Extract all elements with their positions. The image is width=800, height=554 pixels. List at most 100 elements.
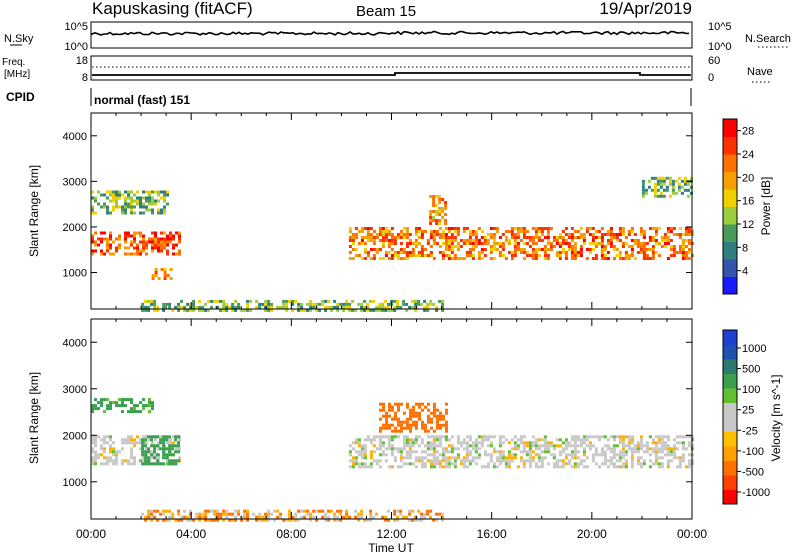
heatmap-cell — [651, 450, 655, 454]
heatmap-cell — [510, 254, 514, 257]
heatmap-cell — [636, 456, 640, 460]
heatmap-cell — [162, 447, 166, 451]
heatmap-cell — [582, 453, 586, 457]
heatmap-cell — [665, 188, 669, 192]
heatmap-cell — [372, 438, 376, 442]
heatmap-cell — [393, 239, 397, 242]
heatmap-cell — [213, 509, 217, 513]
heatmap-cell — [417, 230, 421, 233]
heatmap-cell — [453, 227, 457, 230]
heatmap-cell — [94, 444, 97, 448]
heatmap-cell — [198, 308, 202, 312]
heatmap-cell — [127, 398, 130, 402]
heatmap-cell — [139, 211, 142, 215]
heatmap-cell — [615, 254, 619, 257]
heatmap-cell — [686, 182, 690, 186]
heatmap-cell — [633, 447, 637, 451]
heatmap-cell — [585, 257, 589, 260]
heatmap-cell — [579, 444, 583, 448]
colorbar-frame — [722, 329, 738, 505]
heatmap-cell — [168, 450, 172, 454]
heatmap-cell — [636, 450, 640, 454]
heatmap-cell — [648, 453, 652, 457]
heatmap-cell — [669, 227, 673, 230]
heatmap-cell — [396, 515, 400, 519]
heatmap-cell — [162, 462, 166, 466]
heatmap-cell — [411, 518, 415, 522]
heatmap-cell — [660, 435, 664, 439]
heatmap-cell — [435, 222, 439, 225]
heatmap-cell — [543, 245, 547, 248]
heatmap-cell — [438, 459, 442, 463]
heatmap-cell — [360, 239, 364, 242]
heatmap-cell — [246, 302, 250, 306]
heatmap-cell — [300, 302, 304, 306]
heatmap-cell — [160, 190, 163, 194]
heatmap-cell — [546, 227, 550, 230]
heatmap-cell — [363, 456, 367, 460]
heatmap-cell — [540, 456, 544, 460]
heatmap-cell — [489, 459, 493, 463]
heatmap-cell — [546, 254, 550, 257]
heatmap-cell — [348, 230, 352, 233]
heatmap-cell — [390, 444, 394, 448]
heatmap-cell — [579, 459, 583, 463]
heatmap-cell — [594, 236, 598, 239]
heatmap-cell — [486, 242, 490, 245]
heatmap-cell — [429, 216, 433, 219]
heatmap-cell — [366, 236, 370, 239]
heatmap-cell — [528, 236, 532, 239]
heatmap-cell — [124, 237, 127, 241]
heatmap-cell — [363, 444, 367, 448]
heatmap-cell — [621, 242, 625, 245]
heatmap-cell — [537, 230, 541, 233]
heatmap-cell — [342, 305, 346, 309]
heatmap-cell — [348, 302, 352, 306]
heatmap-cell — [570, 236, 574, 239]
heatmap-cell — [396, 257, 400, 260]
heatmap-cell — [591, 257, 595, 260]
heatmap-cell — [498, 242, 502, 245]
heatmap-cell — [390, 254, 394, 257]
heatmap-cell — [406, 426, 409, 430]
heatmap-cell — [396, 299, 400, 303]
heatmap-cell — [630, 450, 634, 454]
heatmap-cell — [171, 444, 175, 448]
heatmap-cell — [684, 251, 688, 254]
heatmap-cell — [654, 435, 658, 439]
heatmap-cell — [130, 199, 133, 203]
heatmap-cell — [486, 239, 490, 242]
heatmap-cell — [408, 254, 412, 257]
heatmap-cell — [510, 230, 514, 233]
heatmap-cell — [124, 190, 127, 194]
heatmap-cell — [648, 239, 652, 242]
heatmap-cell — [439, 423, 442, 427]
heatmap-cell — [183, 515, 187, 519]
heatmap-cell — [97, 435, 100, 439]
heatmap-cell — [288, 518, 292, 522]
heatmap-cell — [600, 254, 604, 257]
heatmap-cell — [153, 509, 157, 513]
heatmap-cell — [513, 239, 517, 242]
heatmap-cell — [409, 426, 412, 430]
heatmap-cell — [177, 305, 181, 309]
heatmap-cell — [662, 182, 666, 186]
heatmap-cell — [630, 435, 634, 439]
heatmap-cell — [573, 462, 577, 466]
heatmap-cell — [393, 236, 397, 239]
heatmap-cell — [657, 254, 661, 257]
heatmap-cell — [480, 242, 484, 245]
heatmap-cell — [414, 450, 418, 454]
heatmap-cell — [447, 248, 451, 251]
heatmap-cell — [148, 404, 151, 408]
heatmap-cell — [315, 509, 319, 513]
heatmap-cell — [573, 447, 577, 451]
heatmap-cell — [429, 230, 433, 233]
heatmap-cell — [420, 450, 424, 454]
heatmap-cell — [378, 248, 382, 251]
nsky-tick-bottom: 10^0 — [64, 41, 88, 53]
heatmap-cell — [546, 239, 550, 242]
heatmap-cell — [474, 438, 478, 442]
heatmap-cell — [624, 242, 628, 245]
heatmap-cell — [444, 233, 448, 236]
